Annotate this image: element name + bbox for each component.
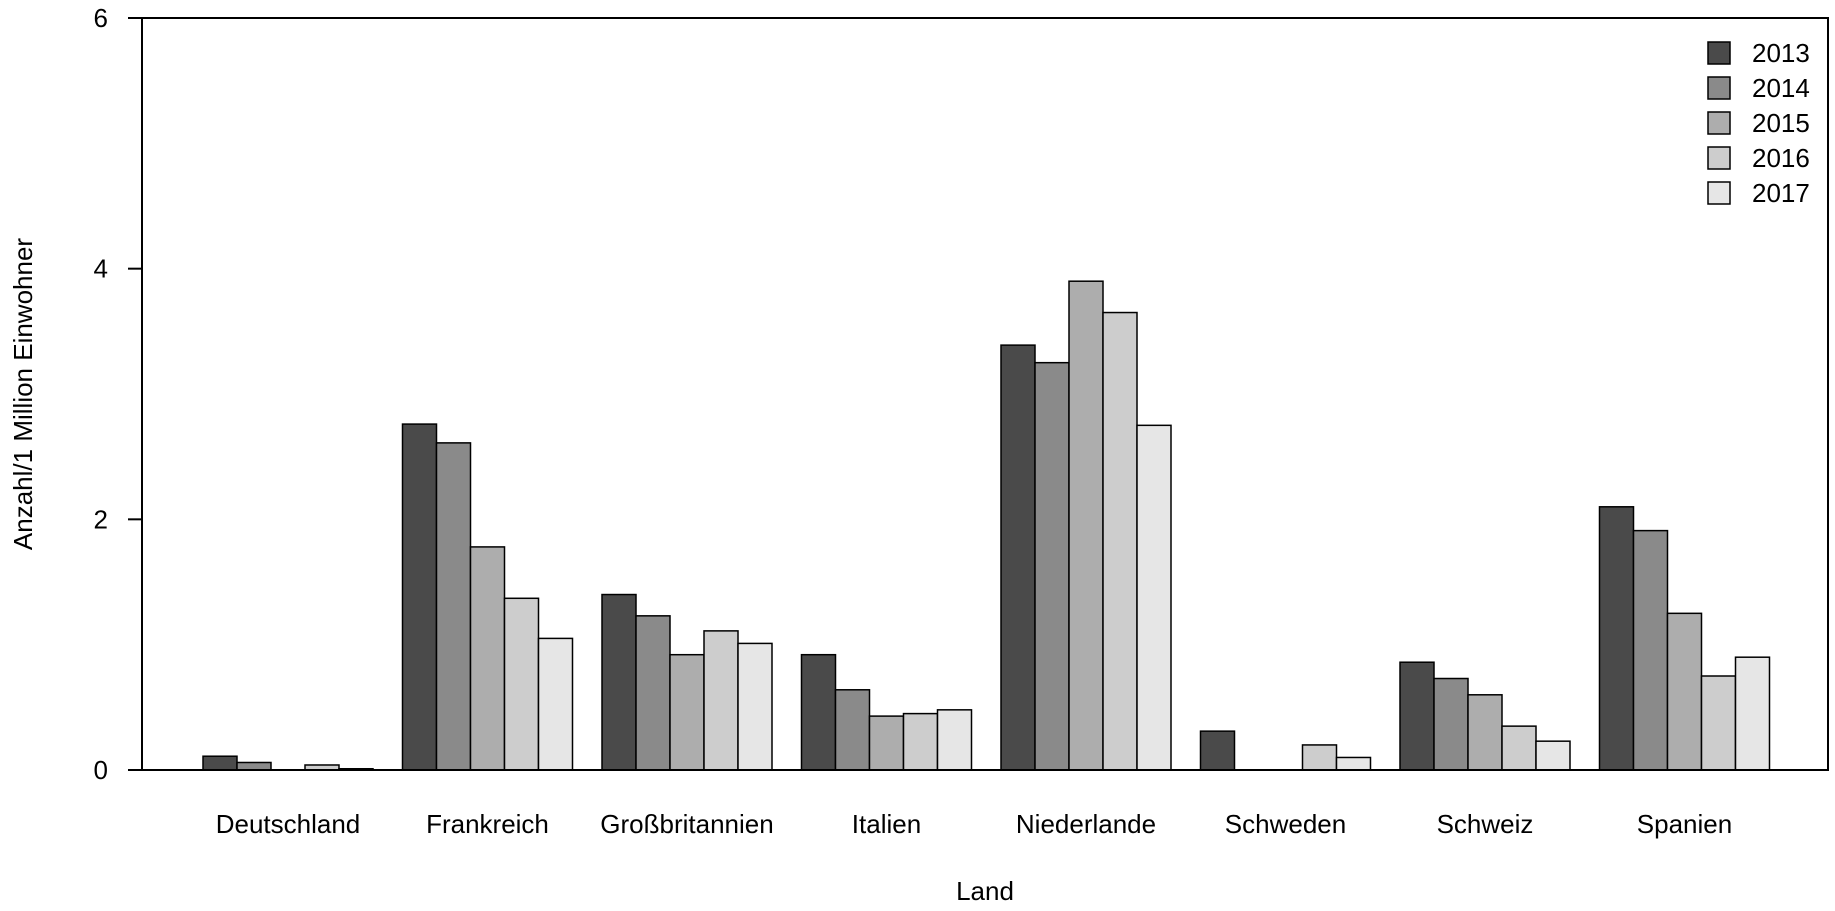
bar (834, 689, 871, 771)
bar (902, 712, 939, 771)
bar (703, 630, 739, 771)
bar (1467, 694, 1503, 771)
bar (401, 423, 438, 771)
bar (800, 653, 837, 771)
legend-swatch (1707, 41, 1731, 65)
bar (1535, 740, 1571, 771)
bar (1068, 280, 1104, 771)
bar (1034, 361, 1070, 771)
legend-swatch (1707, 76, 1731, 100)
bar (1433, 677, 1469, 771)
y-tick-label: 4 (94, 254, 108, 284)
x-tick-label: Italien (852, 809, 921, 839)
bar (936, 709, 973, 771)
bar (1199, 730, 1236, 771)
y-axis-title: Anzahl/1 Million Einwohner (8, 238, 38, 551)
legend-label: 2014 (1752, 73, 1810, 103)
bar (503, 597, 540, 771)
x-axis-labels: Deutschland Frankreich Großbritannien Itali… (216, 809, 1732, 839)
y-tick-label: 0 (94, 755, 108, 785)
x-tick-label: Niederlande (1016, 809, 1156, 839)
legend-swatch (1707, 146, 1731, 170)
bar (1666, 612, 1703, 771)
bar (737, 642, 773, 771)
bar (1000, 344, 1036, 771)
bar (669, 653, 705, 771)
legend-label: 2017 (1752, 178, 1810, 208)
bar (1501, 725, 1537, 771)
bar (1136, 424, 1172, 771)
bar (1102, 311, 1138, 771)
bar (601, 593, 637, 771)
legend-swatch (1707, 181, 1731, 205)
x-tick-label: Schweiz (1437, 809, 1534, 839)
bar (1301, 744, 1338, 771)
bar (1399, 661, 1435, 771)
legend-label: 2015 (1752, 108, 1810, 138)
bar (1335, 756, 1372, 771)
legend-label: 2013 (1752, 38, 1810, 68)
bar (635, 615, 671, 771)
bars-layer (202, 280, 1771, 771)
x-tick-label: Frankreich (426, 809, 549, 839)
x-tick-label: Großbritannien (600, 809, 773, 839)
bar (202, 755, 238, 771)
bar (236, 761, 272, 771)
x-tick-label: Schweden (1225, 809, 1346, 839)
bar (1700, 675, 1737, 771)
legend-swatch (1707, 111, 1731, 135)
x-tick-label: Spanien (1637, 809, 1732, 839)
legend-label: 2016 (1752, 143, 1810, 173)
bar (1598, 506, 1635, 771)
bar (537, 637, 574, 771)
bar (1632, 529, 1669, 771)
y-axis: 0 2 4 6 (94, 3, 143, 785)
bar (868, 715, 905, 771)
legend: 2013 2014 2015 2016 2017 (1707, 38, 1810, 208)
bar (1734, 656, 1771, 771)
y-tick-label: 2 (94, 504, 108, 534)
x-tick-label: Deutschland (216, 809, 361, 839)
y-tick-label: 6 (94, 3, 108, 33)
plot-frame (141, 17, 1829, 771)
bar (435, 442, 472, 771)
x-axis-title: Land (956, 876, 1014, 906)
bar (469, 546, 506, 771)
